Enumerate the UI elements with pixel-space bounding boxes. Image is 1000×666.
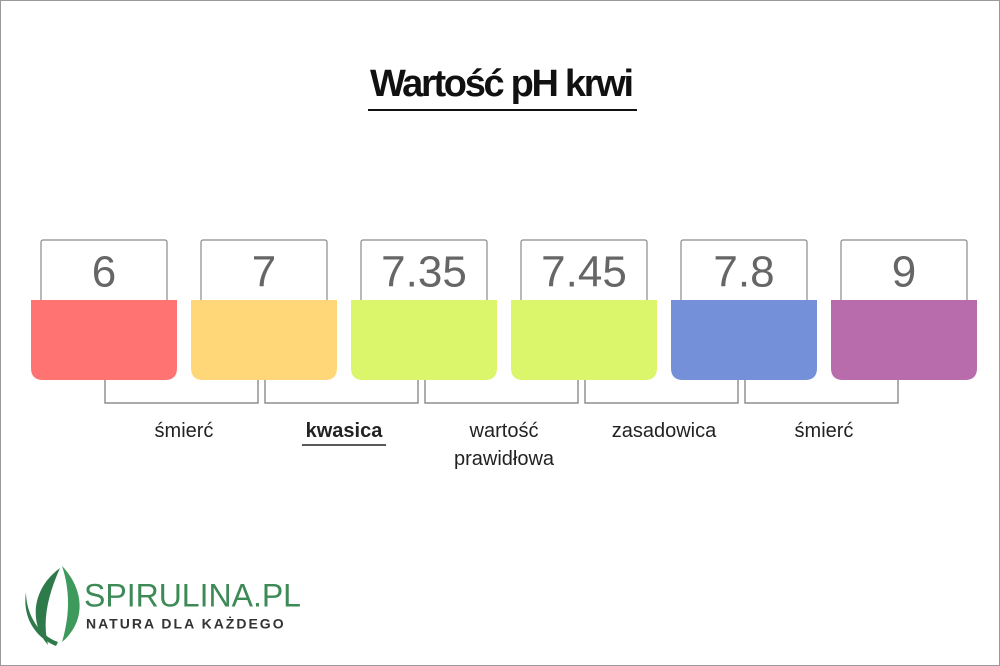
color-band <box>831 300 977 380</box>
logo-name: SPIRULINA.PL <box>84 577 301 613</box>
color-band <box>351 300 497 380</box>
logo-tagline: NATURA DLA KAŻDEGO <box>86 616 286 632</box>
bracket <box>264 380 419 404</box>
color-band <box>511 300 657 380</box>
range-label: wartość prawidłowa <box>454 420 555 470</box>
range-label-line: wartość <box>469 420 539 442</box>
scale: 6 7 7.35 7.45 7.8 9 śmierć kwasica wartość prawid… <box>31 239 977 470</box>
ph-value: 7.35 <box>381 248 467 297</box>
ph-value: 9 <box>892 248 916 297</box>
bracket <box>744 380 899 404</box>
range-label-line: zasadowica <box>612 420 717 442</box>
range-label: zasadowica <box>612 420 717 442</box>
range-label: śmierć <box>155 420 214 442</box>
bracket <box>104 380 259 404</box>
range-label: śmierć <box>795 420 854 442</box>
bracket <box>584 380 739 404</box>
leaf <box>35 568 60 645</box>
leaf <box>25 592 58 646</box>
range-label-line: śmierć <box>155 420 214 442</box>
ph-value: 7 <box>252 248 276 297</box>
title: Wartość pH krwi <box>370 63 634 105</box>
ph-value: 7.8 <box>713 248 774 297</box>
range-label-line: kwasica <box>306 420 384 442</box>
logo: SPIRULINA.PL NATURA DLA KAŻDEGO <box>25 566 301 646</box>
bracket <box>424 380 579 404</box>
range-label-line: śmierć <box>795 420 854 442</box>
ph-value: 6 <box>92 248 116 297</box>
color-band <box>31 300 177 380</box>
color-band <box>671 300 817 380</box>
color-band <box>191 300 337 380</box>
leaf <box>62 566 80 642</box>
range-label-line: prawidłowa <box>454 448 555 470</box>
range-label: kwasica <box>306 420 384 442</box>
ph-value: 7.45 <box>541 248 627 297</box>
